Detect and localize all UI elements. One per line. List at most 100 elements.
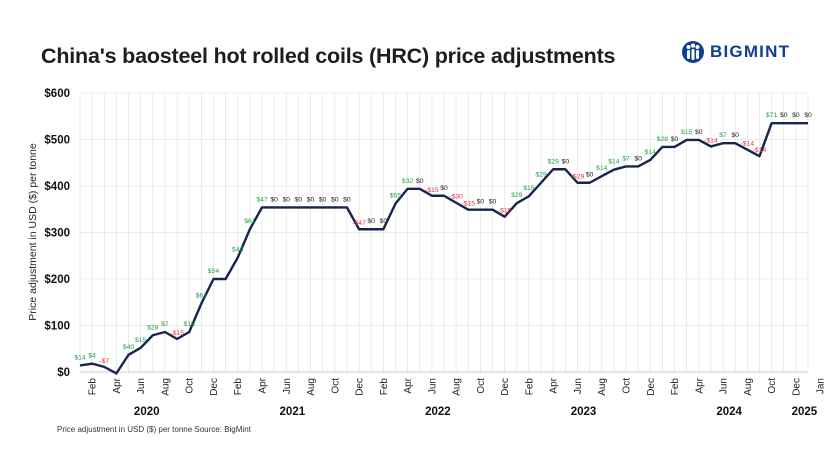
x-tick-label: Jun (719, 378, 730, 394)
data-label: $0 (282, 196, 290, 203)
x-tick-label: Feb (670, 378, 681, 396)
data-label: $40 (123, 344, 135, 351)
x-tick-label: Oct (185, 378, 196, 394)
data-label: $0 (270, 196, 278, 203)
data-label: $0 (367, 218, 375, 225)
x-tick-label: Jun (136, 378, 147, 394)
source-note: Price adjustment in USD ($) per tonne So… (57, 425, 251, 434)
x-tick-label: Dec (355, 378, 366, 396)
x-tick-label: Dec (500, 378, 511, 396)
x-tick-label: Apr (112, 377, 123, 393)
data-label: $15 (681, 129, 693, 136)
data-label: $14 (74, 354, 86, 361)
data-label: $29 (548, 158, 560, 165)
data-label: -$14 (753, 147, 767, 154)
data-label: $28 (147, 324, 159, 331)
data-label: -$47 (352, 220, 366, 227)
x-tick-label: Apr (258, 377, 269, 393)
data-label: -$14 (741, 141, 755, 148)
x-tick-label: Jun (427, 378, 438, 394)
data-label: $0 (731, 132, 739, 139)
data-label: $0 (792, 112, 800, 119)
x-tick-label: Aug (597, 378, 608, 396)
data-label: $7 (719, 132, 727, 139)
x-tick-label: Aug (452, 378, 463, 396)
year-label: 2024 (716, 406, 742, 418)
x-tick-label: Dec (209, 378, 220, 396)
data-label: $15 (523, 185, 535, 192)
x-tick-label: Feb (379, 378, 390, 396)
bigmint-logo: BIGMINT (682, 40, 790, 64)
year-label: 2025 (792, 406, 818, 418)
data-label: $32 (402, 178, 414, 185)
data-label: $0 (489, 199, 497, 206)
data-label: $71 (766, 112, 778, 119)
data-label: $0 (634, 155, 642, 162)
x-tick-label: Dec (646, 378, 657, 396)
x-tick-label: Oct (330, 378, 341, 394)
y-axis-label: Price adjustment in USD ($) per tonne (27, 143, 39, 321)
y-tick-label: $200 (44, 274, 70, 286)
x-tick-label: Feb (233, 378, 244, 396)
data-label: $55 (390, 193, 402, 200)
x-tick-label: Aug (160, 378, 171, 396)
data-label: $46 (232, 247, 244, 254)
y-tick-label: $100 (44, 321, 70, 333)
data-label: $15 (135, 337, 147, 344)
data-label: $47 (256, 196, 268, 203)
year-label: 2022 (425, 406, 451, 418)
data-label: $14 (645, 149, 657, 156)
data-label: $29 (511, 192, 523, 199)
y-tick-label: $0 (57, 367, 70, 379)
x-tick-label: Apr (403, 377, 414, 393)
x-tick-label: Oct (767, 378, 778, 394)
data-label: $0 (295, 196, 303, 203)
y-tick-label: $500 (44, 135, 70, 147)
data-label: $54 (208, 268, 220, 275)
year-label: 2021 (280, 406, 306, 418)
data-label: -$14 (704, 137, 718, 144)
logo-text: BIGMINT (710, 42, 791, 61)
data-label: -$15 (170, 330, 184, 337)
data-label: $0 (440, 185, 448, 192)
x-tick-label: Apr (549, 377, 560, 393)
chart-title: China's baosteel hot rolled coils (HRC) … (41, 44, 616, 68)
data-label: $0 (804, 112, 812, 119)
x-tick-label: Apr (694, 377, 705, 393)
data-label: -$29 (571, 174, 585, 181)
x-tick-label: Feb (88, 378, 99, 396)
x-tick-label: Dec (791, 378, 802, 396)
data-label: $0 (319, 196, 327, 203)
data-label: -$15 (461, 201, 475, 208)
data-label: $28 (657, 136, 669, 143)
data-label: $61 (196, 293, 208, 300)
data-label: $0 (331, 196, 339, 203)
x-tick-label: Jun (573, 378, 584, 394)
data-label: $7 (161, 321, 169, 328)
y-tick-label: $300 (44, 228, 70, 240)
data-label: $0 (562, 158, 570, 165)
data-label: $0 (780, 112, 788, 119)
data-label: -$15 (425, 187, 439, 194)
data-label: $0 (416, 178, 424, 185)
series-line (79, 122, 808, 375)
x-tick-label: Jan (816, 378, 827, 394)
data-label: $4 (88, 353, 96, 360)
x-tick-label: Oct (622, 378, 633, 394)
x-tick-label: Aug (306, 378, 317, 396)
y-tick-label: $400 (44, 181, 70, 193)
data-label: -$7 (99, 358, 109, 365)
x-tick-label: Jun (282, 378, 293, 394)
data-label: $7 (622, 155, 630, 162)
data-label: $0 (695, 129, 703, 136)
data-label: $14 (608, 159, 620, 166)
data-label: -$15 (498, 208, 512, 215)
y-tick-label: $600 (44, 88, 70, 100)
data-label: $0 (671, 136, 679, 143)
data-label: $15 (184, 321, 196, 328)
data-label: $0 (380, 218, 388, 225)
data-label: -$30 (449, 194, 463, 201)
data-label: $29 (535, 172, 547, 179)
